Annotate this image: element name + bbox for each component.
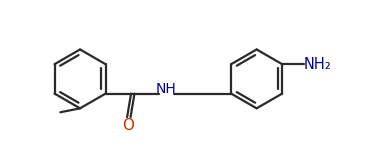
Text: O: O <box>122 118 134 133</box>
Text: NH₂: NH₂ <box>304 57 331 72</box>
Text: NH: NH <box>156 82 177 96</box>
